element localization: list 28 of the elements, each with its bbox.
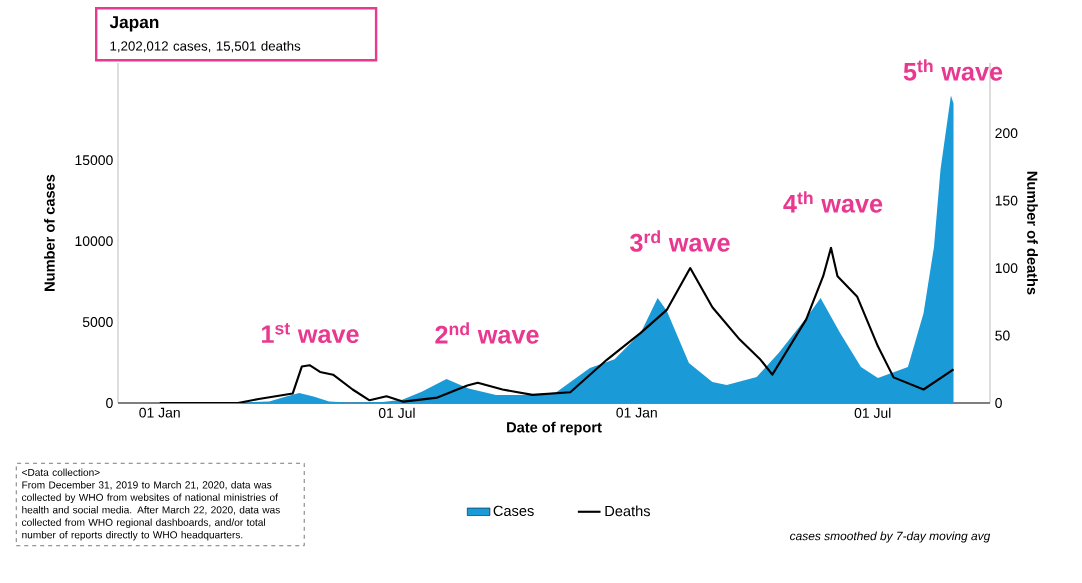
y-tick-label: 15000 — [75, 155, 113, 166]
x-tick-label: 01 Jul — [854, 407, 891, 418]
y2-tick-label: 0 — [995, 398, 1002, 408]
chart-subtitle: 1,202,012 cases, 15,501 deaths — [110, 40, 301, 53]
x-tick-label: 01 Jan — [616, 407, 657, 418]
annotation: 4$^{th}$ wave — [783, 191, 883, 213]
x-tick-label: 01 Jan — [139, 407, 180, 418]
y2-axis-title: Number of deaths — [1027, 171, 1038, 295]
y-tick-label: 10000 — [75, 236, 113, 247]
text: From December 31, 2019 to March 21, 2020, data was collected by WHO from websites of national ministries of health and social media. After March 22, 2020, data was collected from WHO regional dashboards, and/or total number of reports directly to WHO headquarters. — [22, 481, 280, 541]
y2-tick-label: 150 — [995, 195, 1018, 206]
text: cases smoothed by 7-day moving avg — [790, 531, 991, 543]
x-tick-label: 01 Jul — [378, 407, 415, 418]
x-axis-title: Date of report — [507, 421, 602, 436]
y-axis-title: Number of cases — [44, 174, 55, 291]
annotation: 5$^{th}$ wave — [903, 59, 1003, 81]
annotation: 3$^{rd}$ wave — [630, 230, 730, 252]
y-tick-label: 0 — [106, 398, 113, 408]
text: <Data collection> — [22, 468, 100, 476]
y2-tick-label: 200 — [995, 128, 1018, 139]
annotation: 1$^{st}$ wave — [262, 322, 359, 344]
legend-label: Cases — [493, 505, 534, 517]
annotation: 2$^{nd}$ wave — [435, 322, 539, 344]
chart-title: Japan — [109, 16, 159, 32]
legend-label: Deaths — [605, 505, 651, 517]
y-tick-label: 5000 — [82, 317, 113, 327]
y2-tick-label: 50 — [995, 330, 1010, 341]
y2-tick-label: 100 — [995, 263, 1018, 274]
